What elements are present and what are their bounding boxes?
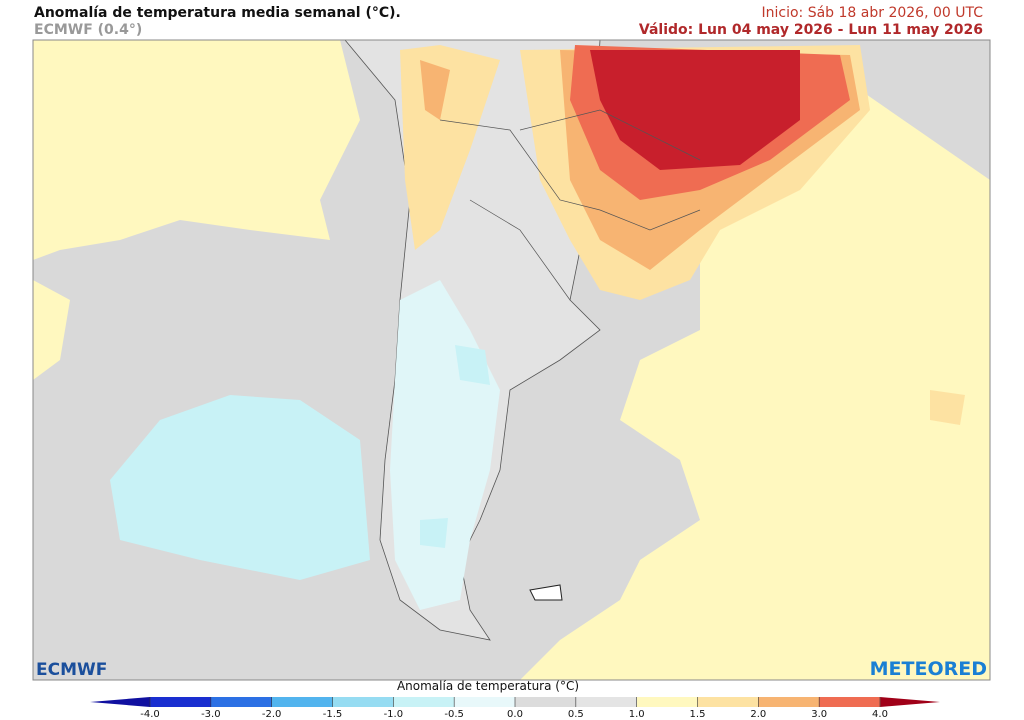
colorbar-label: Anomalía de temperatura (°C) xyxy=(397,679,579,693)
init-time: Inicio: Sáb 18 abr 2026, 00 UTC xyxy=(762,5,984,21)
colorbar: Anomalía de temperatura (°C) -4.0 -3.0 -2.… xyxy=(90,679,940,720)
map: ECMWF METEORED xyxy=(32,39,991,681)
colorbar-tick-label: 3.0 xyxy=(811,709,827,720)
title: Anomalía de temperatura media semanal (°… xyxy=(34,5,401,21)
colorbar-tick-label: 1.0 xyxy=(629,709,645,720)
colorbar-tick-label: -1.5 xyxy=(323,709,343,720)
ecmwf-logo: ECMWF xyxy=(36,660,107,680)
colorbar-tick-label: -1.0 xyxy=(384,709,404,720)
colorbar-under xyxy=(90,697,150,707)
colorbar-segment xyxy=(332,697,394,707)
colorbar-segment xyxy=(393,697,455,707)
colorbar-segment xyxy=(271,697,333,707)
colorbar-tick-label: -0.5 xyxy=(444,709,464,720)
meteored-logo: METEORED xyxy=(870,658,987,680)
colorbar-tick-label: 1.5 xyxy=(690,709,706,720)
colorbar-tick-label: -2.0 xyxy=(262,709,282,720)
colorbar-segment xyxy=(697,697,759,707)
valid-time: Válido: Lun 04 may 2026 - Lun 11 may 202… xyxy=(639,22,983,38)
colorbar-tick-label: 4.0 xyxy=(872,709,888,720)
colorbar-segment xyxy=(515,697,577,707)
colorbar-segment xyxy=(150,697,212,707)
subtitle: ECMWF (0.4°) xyxy=(34,22,142,38)
colorbar-segment xyxy=(819,697,881,707)
colorbar-segment xyxy=(636,697,698,707)
colorbar-tick-label: 2.0 xyxy=(750,709,766,720)
colorbar-segment xyxy=(454,697,516,707)
colorbar-tick-label: -4.0 xyxy=(140,709,160,720)
colorbar-segment xyxy=(758,697,820,707)
colorbar-over xyxy=(880,697,940,707)
colorbar-tick-label: 0.5 xyxy=(568,709,584,720)
colorbar-segment xyxy=(575,697,638,707)
colorbar-tick-label: 0.0 xyxy=(507,709,523,720)
colorbar-tick-label: -3.0 xyxy=(201,709,221,720)
colorbar-segment xyxy=(210,697,273,707)
